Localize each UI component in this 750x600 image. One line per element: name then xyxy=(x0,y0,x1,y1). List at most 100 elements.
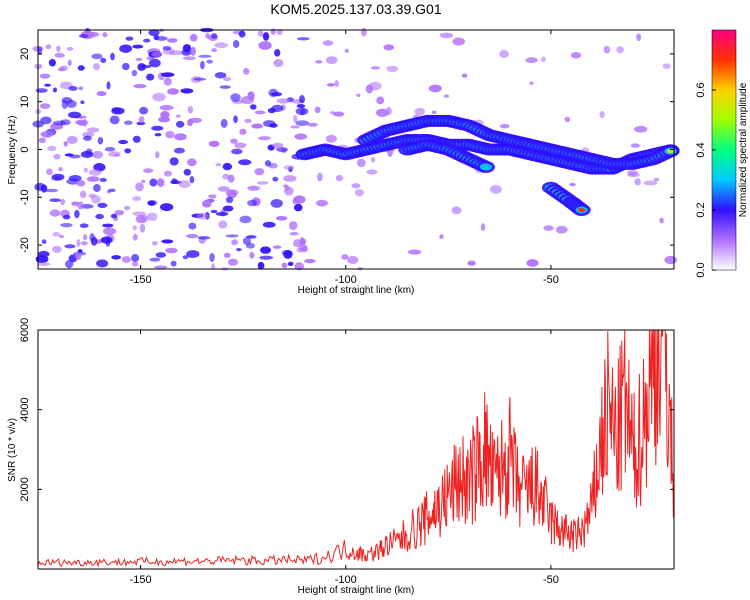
heatmap-noise-blob xyxy=(86,148,93,155)
heatmap-noise-blob xyxy=(662,63,671,70)
heatmap-noise-blob xyxy=(314,106,321,114)
heatmap-noise-blob xyxy=(163,77,172,86)
heatmap-noise-blob xyxy=(208,194,217,199)
heatmap-noise-blob xyxy=(341,254,349,260)
heatmap-noise-blob xyxy=(634,125,648,133)
heatmap-noise-blob xyxy=(218,220,228,229)
heatmap-noise-blob xyxy=(634,178,641,186)
heatmap-noise-blob xyxy=(143,168,154,173)
heatmap-noise-blob xyxy=(283,165,295,170)
heatmap-noise-blob xyxy=(100,57,107,63)
heatmap-noise-blob xyxy=(51,173,65,181)
x-tick-label: -100 xyxy=(335,574,357,586)
heatmap-noise-blob xyxy=(66,46,74,51)
heatmap-noise-blob xyxy=(37,262,51,266)
heatmap-noise-blob xyxy=(155,252,167,258)
heatmap-noise-blob xyxy=(275,215,288,221)
heatmap-noise-blob xyxy=(541,56,546,62)
heatmap-noise-blob xyxy=(148,58,161,68)
heatmap-noise-blob xyxy=(230,93,241,102)
heatmap-noise-blob xyxy=(59,119,71,126)
heatmap-noise-blob xyxy=(526,259,539,267)
heatmap-noise-blob xyxy=(38,137,46,144)
heatmap-noise-blob xyxy=(599,111,605,119)
heatmap-noise-blob xyxy=(47,145,57,151)
heatmap-noise-blob xyxy=(125,36,134,41)
heatmap-noise-blob xyxy=(258,41,272,50)
heatmap-noise-blob xyxy=(38,250,50,258)
heatmap-ridge-mid xyxy=(479,163,492,171)
heatmap-noise-blob xyxy=(40,184,48,193)
heatmap-noise-blob xyxy=(543,225,554,231)
heatmap-noise-blob xyxy=(222,162,233,171)
heatmap-noise-blob xyxy=(208,140,220,147)
heatmap-noise-blob xyxy=(198,54,212,58)
heatmap-noise-blob xyxy=(183,168,192,176)
heatmap-noise-blob xyxy=(225,234,239,238)
heatmap-noise-blob xyxy=(214,72,227,79)
heatmap-noise-blob xyxy=(217,186,230,192)
heatmap-noise-blob xyxy=(151,125,164,131)
heatmap-noise-blob xyxy=(365,84,374,94)
heatmap-noise-blob xyxy=(86,176,100,182)
heatmap-noise-blob xyxy=(205,33,210,39)
x-tick-label: -100 xyxy=(335,274,357,286)
heatmap-noise-blob xyxy=(209,253,215,262)
heatmap-x-axis-label: Height of straight line (km) xyxy=(298,285,415,296)
heatmap-noise-blob xyxy=(102,223,114,228)
heatmap-noise-blob xyxy=(159,104,174,111)
colorbar-tick-label: 0.6 xyxy=(695,82,707,97)
heatmap-noise-blob xyxy=(90,236,98,246)
colorbar: 0.0 0.2 0.4 0.6 Normalized spectral amplitu… xyxy=(695,29,749,278)
heatmap-noise-blob xyxy=(35,88,48,93)
heatmap-noise-blob xyxy=(222,173,231,180)
heatmap-noise-blob xyxy=(247,185,260,191)
heatmap-noise-blob xyxy=(131,254,140,263)
snr-panel: -150 -100 -50 2000 4000 6000 Height of strai… xyxy=(7,318,675,596)
heatmap-noise-blob xyxy=(186,250,200,258)
heatmap-noise-blob xyxy=(163,170,172,177)
heatmap-ridge-core xyxy=(667,149,675,154)
heatmap-noise-blob xyxy=(182,255,189,260)
heatmap-noise-blob xyxy=(370,156,376,163)
heatmap-noise-blob xyxy=(105,239,111,247)
heatmap-noise-blob xyxy=(293,114,298,123)
heatmap-noise-blob xyxy=(467,260,476,266)
heatmap-noise-blob xyxy=(555,225,568,234)
heatmap-noise-blob xyxy=(132,196,142,201)
heatmap-noise-blob xyxy=(123,120,133,125)
heatmap-noise-blob xyxy=(383,44,395,51)
heatmap-noise-blob xyxy=(148,29,160,37)
heatmap-noise-blob xyxy=(92,150,104,159)
heatmap-noise-blob xyxy=(139,106,149,115)
heatmap-noise-blob xyxy=(281,262,288,269)
heatmap-noise-blob xyxy=(62,214,71,220)
heatmap-noise-blob xyxy=(165,130,175,139)
heatmap-noise-blob xyxy=(66,135,78,144)
heatmap-x-ticks: -150 -100 -50 xyxy=(130,30,559,286)
heatmap-noise-blob xyxy=(529,81,534,86)
heatmap-noise-blob xyxy=(249,251,255,259)
heatmap-noise-blob xyxy=(188,117,202,124)
heatmap-noise-blob xyxy=(109,115,120,125)
heatmap-noise-blob xyxy=(111,107,125,115)
heatmap-noise-blob xyxy=(272,245,282,249)
heatmap-noise-blob xyxy=(78,34,89,38)
heatmap-noise-blob xyxy=(636,33,642,42)
heatmap-noise-blob xyxy=(603,45,611,54)
heatmap-noise-blob xyxy=(175,114,181,118)
heatmap-noise-blob xyxy=(108,188,116,193)
heatmap-noise-blob xyxy=(256,181,269,185)
heatmap-noise-blob xyxy=(443,94,450,98)
heatmap-noise-blob xyxy=(659,217,664,224)
heatmap-noise-blob xyxy=(376,108,389,117)
heatmap-noise-blob xyxy=(254,168,265,176)
x-tick-label: -150 xyxy=(130,574,152,586)
x-tick-label: -150 xyxy=(130,274,152,286)
heatmap-noise-blob xyxy=(271,104,284,113)
heatmap-noise-blob xyxy=(376,96,385,105)
heatmap-noise-blob xyxy=(193,77,207,81)
y-tick-label: -10 xyxy=(19,189,31,205)
heatmap-noise-blob xyxy=(223,77,232,82)
heatmap-noise-blob xyxy=(182,44,192,53)
